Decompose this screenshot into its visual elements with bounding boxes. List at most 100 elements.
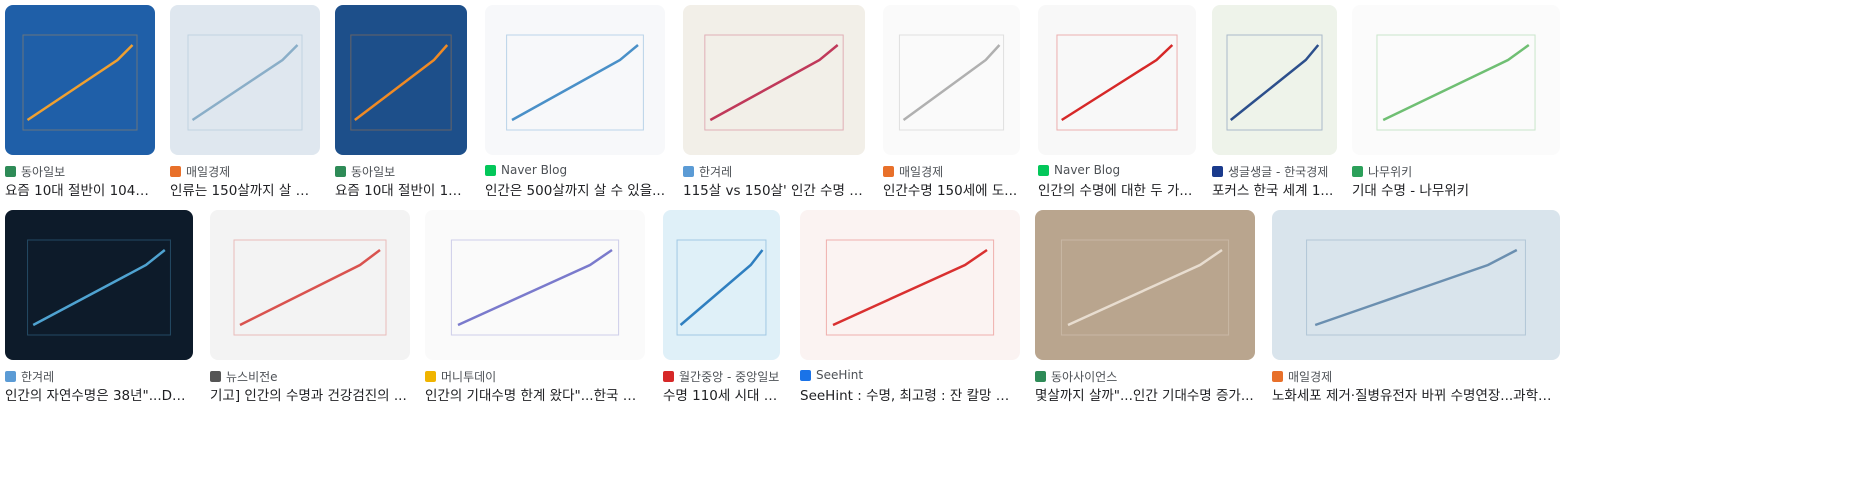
thumbnail: [5, 5, 155, 155]
source-text: 한겨레: [699, 165, 733, 179]
thumbnail: [5, 210, 193, 360]
source-icon: [170, 166, 181, 177]
thumbnail: [335, 5, 467, 155]
decor-line: [239, 249, 381, 327]
thumbnail: [1038, 5, 1196, 155]
source-text: 동아일보: [21, 165, 66, 179]
thumbnail-art: [233, 239, 387, 336]
frame: [233, 239, 387, 336]
result-source: 동아일보: [335, 163, 395, 180]
result-source: 뉴스비전e: [210, 368, 278, 385]
decor-line: [511, 44, 639, 122]
result-title: 115살 vs 150살' 인간 수명 한...: [683, 183, 865, 199]
result-title: 요즘 10대 절반이 104세...: [5, 183, 155, 199]
result-source: 머니투데이: [425, 368, 496, 385]
result-title: 몇살까지 살까"...인간 기대수명 증가...: [1035, 388, 1254, 404]
thumbnail: [1352, 5, 1560, 155]
frame: [1376, 34, 1536, 131]
decor-line: [354, 44, 449, 121]
result-title: 인류는 150살까지 살 수 ...: [170, 183, 320, 199]
thumbnail-art: [187, 34, 303, 131]
frame: [1056, 34, 1178, 131]
frame: [1226, 34, 1323, 131]
source-icon: [1038, 164, 1049, 176]
source-icon: [485, 164, 496, 176]
frame: [22, 34, 138, 131]
thumbnail-art: [1376, 34, 1536, 131]
source-icon: [800, 369, 811, 381]
thumbnail-art: [1306, 239, 1526, 336]
thumbnail: [1035, 210, 1255, 360]
source-text: Naver Blog: [501, 163, 568, 177]
thumbnail: [1272, 210, 1560, 360]
decor-line: [26, 44, 134, 122]
result-title: SeeHint : 수명, 최고령 : 잔 칼망 최장...: [800, 388, 1020, 404]
source-icon: [5, 371, 16, 382]
frame: [506, 34, 644, 131]
thumbnail: [1212, 5, 1337, 155]
frame: [898, 34, 1005, 131]
thumbnail: [683, 5, 865, 155]
decor-line: [1382, 43, 1530, 122]
source-text: 생글생글 - 한국경제: [1228, 165, 1329, 179]
result-title: 인간의 자연수명은 38년"...DNA...: [5, 388, 193, 404]
frame: [704, 34, 844, 131]
source-text: SeeHint: [816, 368, 864, 382]
source-icon: [683, 166, 694, 177]
thumbnail: [170, 5, 320, 155]
thumbnail-art: [22, 34, 138, 131]
decor-line: [679, 249, 764, 326]
result-title: 요즘 10대 절반이 104...: [335, 183, 467, 199]
thumbnail-art: [27, 239, 171, 336]
thumbnail-art: [898, 34, 1005, 131]
result-title: 인간의 수명에 대한 두 가...: [1038, 183, 1193, 199]
result-title: 기대 수명 - 나무위키: [1352, 183, 1470, 199]
frame: [825, 239, 995, 336]
source-text: 매일경제: [186, 165, 231, 179]
decor-line: [1067, 248, 1223, 327]
result-source: SeeHint: [800, 368, 863, 382]
result-source: 한겨레: [683, 163, 732, 180]
decor-line: [1061, 44, 1174, 122]
thumbnail: [800, 210, 1020, 360]
result-source: 동아사이언스: [1035, 368, 1117, 385]
thumbnail-art: [704, 34, 844, 131]
source-icon: [1272, 371, 1283, 382]
thumbnail-art: [506, 34, 644, 131]
source-text: 뉴스비전e: [226, 370, 278, 384]
result-source: 동아일보: [5, 163, 65, 180]
thumbnail: [883, 5, 1020, 155]
decor-line: [32, 249, 166, 327]
decor-line: [902, 44, 1001, 122]
source-icon: [5, 166, 16, 177]
frame: [676, 239, 767, 336]
thumbnail-art: [1226, 34, 1323, 131]
result-title: 포커스 한국 세계 1...: [1212, 183, 1334, 199]
decor-line: [1314, 248, 1518, 327]
source-icon: [1035, 371, 1046, 382]
result-title: 인간의 기대수명 한계 왔다"...한국 등 ...: [425, 388, 645, 404]
result-source: 매일경제: [1272, 368, 1332, 385]
result-title: 수명 110세 시대 - ...: [663, 388, 780, 404]
thumbnail: [663, 210, 780, 360]
source-text: 한겨레: [21, 370, 55, 384]
decor-line: [457, 248, 613, 327]
result-source: 매일경제: [170, 163, 230, 180]
thumbnail-art: [825, 239, 995, 336]
thumbnail: [485, 5, 665, 155]
result-title: 기고] 인간의 수명과 건강검진의 ...: [210, 388, 407, 404]
decor-line: [1229, 44, 1320, 121]
frame: [187, 34, 303, 131]
source-icon: [210, 371, 221, 382]
thumbnail: [425, 210, 645, 360]
source-text: 동아사이언스: [1051, 370, 1118, 384]
result-source: 월간중앙 - 중앙일보: [663, 368, 779, 385]
decor-line: [191, 44, 299, 122]
thumbnail-art: [450, 239, 620, 336]
source-icon: [425, 371, 436, 382]
source-text: 매일경제: [899, 165, 944, 179]
result-source: 나무위키: [1352, 163, 1412, 180]
result-source: 한겨레: [5, 368, 54, 385]
thumbnail: [210, 210, 410, 360]
